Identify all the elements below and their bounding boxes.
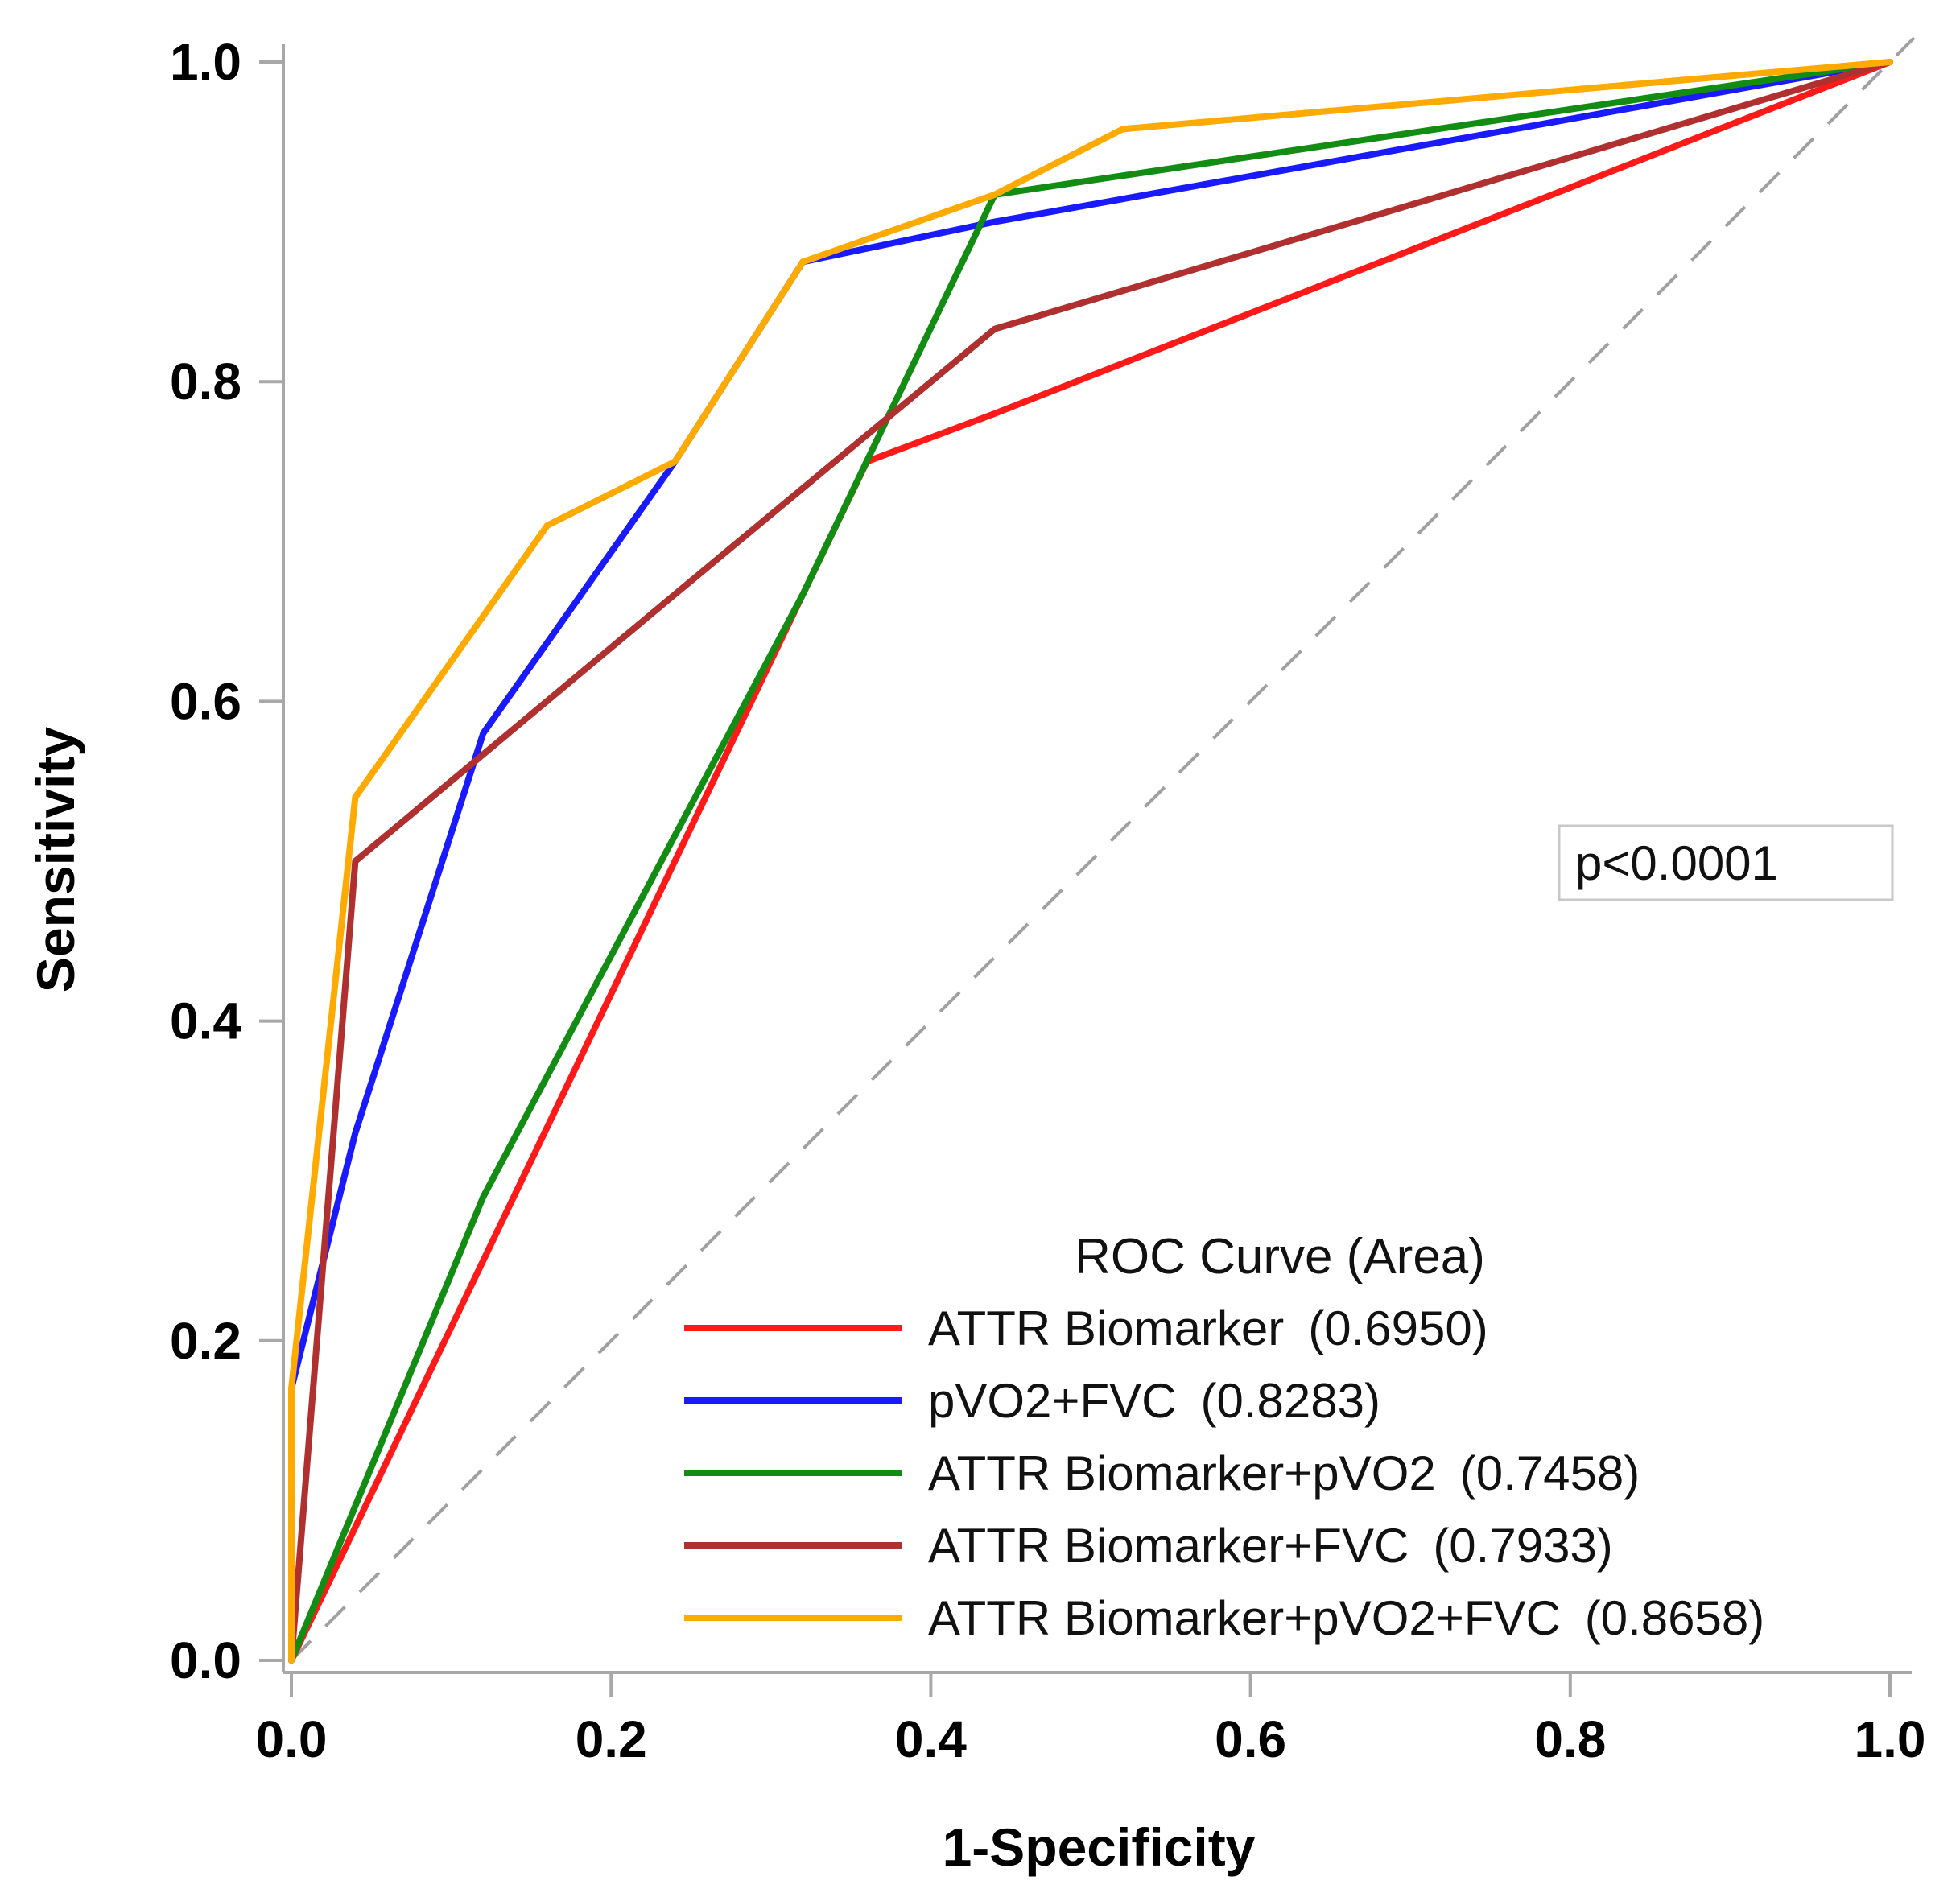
y-tick-label: 0.6 (170, 672, 241, 730)
axis-layer: 0.0 0.2 0.4 0.6 0.8 1.0 0.0 0.2 0.4 0.6 0.8 1.0 (170, 33, 1925, 1768)
legend-series-name: ATTR Biomarker+FVC (928, 1519, 1409, 1573)
y-tick-label: 0.4 (170, 992, 241, 1050)
x-tick-label: 0.4 (895, 1710, 967, 1768)
y-tick-label: 0.2 (170, 1312, 241, 1370)
legend-item-2: pVO2+FVC (0.8283) (684, 1374, 1380, 1428)
p-value-annotation: p<0.0001 (1558, 824, 1894, 901)
legend-series-area: (0.7933) (1433, 1519, 1612, 1573)
x-axis-title: 1-Specificity (943, 1817, 1256, 1877)
legend-series-name: ATTR Biomarker+pVO2 (928, 1446, 1436, 1500)
legend-series-name: ATTR Biomarker (928, 1301, 1284, 1355)
series-line-2 (288, 59, 1893, 1664)
y-tick-label: 1.0 (170, 33, 241, 91)
series-line-3 (288, 59, 1893, 1664)
legend-series-area: (0.7458) (1460, 1446, 1640, 1500)
legend-item-4: ATTR Biomarker+FVC (0.7933) (684, 1519, 1613, 1573)
x-tick-label: 0.2 (576, 1710, 647, 1768)
y-tick-label: 0.0 (170, 1631, 241, 1689)
legend-series-name: pVO2+FVC (928, 1374, 1176, 1428)
x-tick-label: 0.6 (1215, 1710, 1286, 1768)
legend-series-area: (0.8658) (1585, 1591, 1764, 1645)
y-axis-title: Sensitivity (26, 727, 85, 992)
legend: ROC Curve (Area) ATTR Biomarker (0.6950) p… (684, 1229, 1764, 1645)
annotation-text: p<0.0001 (1575, 836, 1778, 890)
x-tick-label: 1.0 (1855, 1710, 1926, 1768)
series-line-5 (288, 59, 1893, 1664)
series-layer (288, 59, 1893, 1664)
legend-items: ATTR Biomarker (0.6950) pVO2+FVC (0.8283) AT… (684, 1301, 1764, 1645)
legend-item-3: ATTR Biomarker+pVO2 (0.7458) (684, 1446, 1640, 1500)
x-tick-label: 0.8 (1534, 1710, 1606, 1768)
x-tick-label: 0.0 (256, 1710, 328, 1768)
series-line-4 (288, 59, 1893, 1664)
legend-series-area: (0.6950) (1308, 1301, 1488, 1355)
y-tick-label: 0.8 (170, 353, 241, 410)
legend-series-area: (0.8283) (1200, 1374, 1380, 1428)
annotation-box (1558, 824, 1894, 901)
legend-item-1: ATTR Biomarker (0.6950) (684, 1301, 1488, 1355)
legend-series-name: ATTR Biomarker+pVO2+FVC (928, 1591, 1561, 1645)
legend-item-5: ATTR Biomarker+pVO2+FVC (0.8658) (684, 1591, 1764, 1645)
legend-title: ROC Curve (Area) (1075, 1229, 1485, 1285)
